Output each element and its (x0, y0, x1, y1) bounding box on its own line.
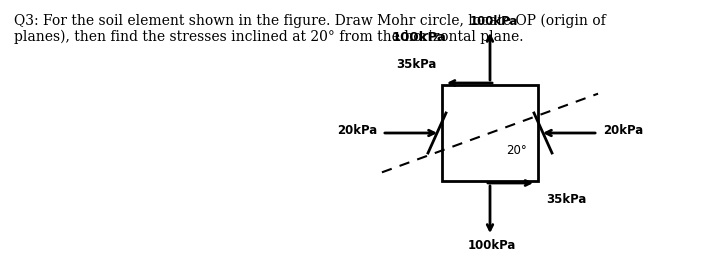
Text: 20kPa: 20kPa (337, 124, 377, 138)
Text: 100kPa: 100kPa (468, 239, 516, 252)
Text: 100kPa: 100kPa (470, 15, 518, 28)
Text: 35kPa: 35kPa (546, 193, 586, 206)
Text: 100kPa: 100kPa (392, 31, 447, 44)
Text: 20°: 20° (506, 144, 527, 157)
Text: Q3: For the soil element shown in the figure. Draw Mohr circle, locate OP (origi: Q3: For the soil element shown in the fi… (14, 14, 606, 28)
Text: 20kPa: 20kPa (603, 124, 643, 138)
Text: planes), then find the stresses inclined at 20° from the horizontal plane.: planes), then find the stresses inclined… (14, 30, 523, 44)
Text: 35kPa: 35kPa (397, 58, 437, 71)
